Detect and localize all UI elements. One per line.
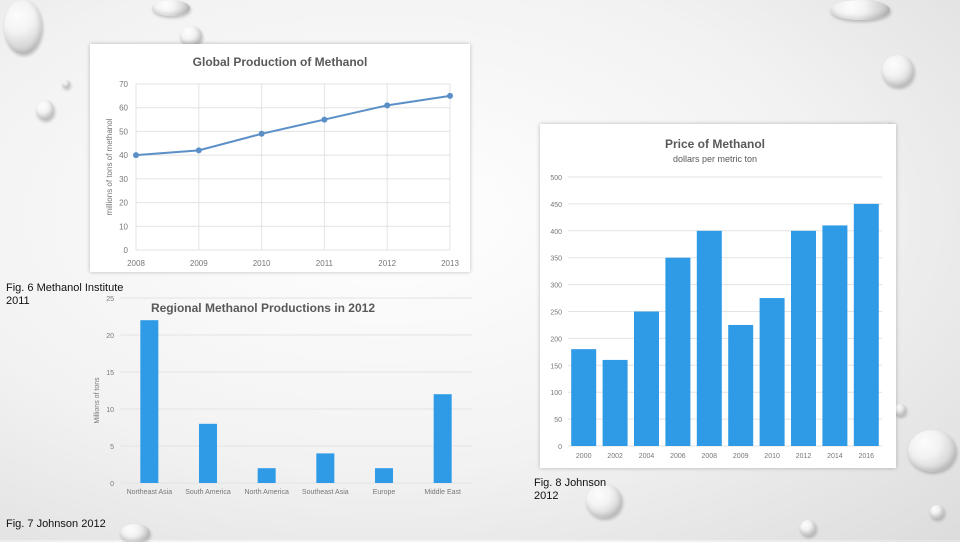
x-tick-label: 2012 (378, 259, 396, 268)
water-droplet (894, 404, 906, 416)
bar (728, 324, 754, 446)
x-tick-label: 2008 (127, 259, 145, 268)
bar (316, 453, 335, 483)
y-tick-label: 5 (110, 444, 114, 451)
y-tick-label: 30 (119, 175, 128, 184)
water-droplet (882, 55, 914, 87)
water-droplet (800, 520, 816, 536)
regional-production-chart-panel: 0 5 10 15 20 25 Regional Methanol Productions … (88, 288, 478, 500)
chart-title: Price of Methanol (665, 137, 765, 151)
data-point (384, 102, 391, 109)
x-tick-label: 2014 (827, 453, 843, 460)
price-bar-chart: 0 50 100 150 200 250 300 350 400 450 500 Price of M… (550, 137, 882, 460)
y-axis-label: millions of tons of methanol (105, 118, 114, 215)
y-tick-label: 400 (550, 229, 562, 236)
bar (257, 468, 276, 483)
data-point (321, 116, 328, 123)
x-tick-label: 2002 (607, 453, 623, 460)
y-tick-label: 200 (550, 336, 562, 343)
bar (791, 230, 816, 446)
y-tick-label: 70 (119, 80, 128, 89)
bar (140, 320, 159, 483)
y-tick-label: 20 (119, 199, 128, 208)
bar (602, 359, 628, 446)
y-tick-label: 450 (550, 202, 562, 209)
bar (199, 423, 217, 483)
bar (853, 203, 879, 446)
global-production-chart-panel: 0 10 20 30 40 50 60 70 2008 2009 2010 2011 2012 2013 G… (90, 44, 470, 272)
x-tick-label: 2008 (702, 453, 718, 460)
y-tick-label: 40 (119, 151, 128, 160)
x-tick-label: 2016 (859, 453, 875, 460)
bar (433, 394, 452, 483)
x-tick-label: 2013 (441, 259, 459, 268)
x-tick-label: 2000 (576, 453, 592, 460)
bar (759, 298, 785, 446)
water-droplet (120, 524, 150, 542)
y-tick-label: 50 (119, 127, 128, 136)
x-tick-label: 2011 (316, 259, 334, 268)
y-tick-label: 0 (124, 246, 129, 255)
y-tick-label: 100 (550, 390, 562, 397)
caption-fig6: Fig. 6 Methanol Institute 2011 (6, 282, 124, 307)
y-tick-label: 300 (550, 283, 562, 290)
water-droplet (4, 0, 42, 54)
chart-title: Global Production of Methanol (193, 55, 368, 69)
water-droplet (830, 0, 890, 20)
x-tick-label: 2010 (253, 259, 271, 268)
chart-subtitle: dollars per metric ton (673, 154, 757, 164)
x-tick-label: 2010 (764, 453, 780, 460)
water-droplet (36, 100, 54, 120)
y-tick-label: 350 (550, 256, 562, 263)
x-tick-label: 2012 (796, 453, 812, 460)
bar (696, 230, 722, 446)
x-tick-label: 2009 (190, 259, 208, 268)
regional-production-bar-chart: 0 5 10 15 20 25 Regional Methanol Productions … (94, 296, 472, 496)
bar (571, 349, 597, 446)
water-droplet (586, 484, 622, 518)
x-tick-label: Europe (373, 489, 396, 496)
bar (822, 225, 848, 446)
price-chart-panel: 0 50 100 150 200 250 300 350 400 450 500 Price of M… (540, 124, 896, 468)
y-tick-label: 60 (119, 104, 128, 113)
bar (634, 311, 659, 446)
y-tick-label: 500 (550, 175, 562, 182)
water-droplet (908, 430, 956, 472)
y-tick-label: 150 (550, 363, 562, 370)
x-tick-label: North America (244, 489, 288, 496)
chart-title: Regional Methanol Productions in 2012 (151, 301, 375, 315)
y-tick-label: 250 (550, 310, 562, 317)
y-tick-label: 0 (558, 444, 562, 451)
y-axis-label: Millions of tons (94, 377, 101, 424)
y-tick-label: 20 (106, 333, 114, 340)
water-droplet (930, 505, 944, 519)
y-tick-label: 0 (110, 481, 114, 488)
bar (375, 468, 393, 483)
data-point (258, 130, 265, 137)
water-droplet (62, 80, 70, 88)
x-tick-label: 2009 (733, 453, 749, 460)
series-line (135, 94, 451, 157)
x-tick-label: Northeast Asia (127, 489, 173, 496)
water-droplet (152, 0, 190, 16)
global-production-line-chart: 0 10 20 30 40 50 60 70 2008 2009 2010 2011 2012 2013 G… (105, 55, 459, 268)
x-tick-label: 2004 (639, 453, 655, 460)
data-point (133, 152, 139, 159)
y-tick-label: 25 (106, 296, 114, 303)
x-tick-label: 2006 (670, 453, 686, 460)
x-tick-label: Middle East (424, 489, 461, 496)
x-tick-label: Southeast Asia (302, 489, 349, 496)
y-tick-label: 10 (106, 407, 114, 414)
x-tick-label: South America (185, 489, 231, 496)
water-droplet (180, 26, 202, 46)
caption-fig8: Fig. 8 Johnson 2012 (534, 477, 607, 502)
data-point (195, 147, 202, 154)
data-point (447, 92, 453, 99)
y-tick-label: 15 (106, 370, 114, 377)
bar (665, 257, 691, 446)
y-tick-label: 50 (554, 417, 562, 424)
caption-fig7: Fig. 7 Johnson 2012 (6, 518, 106, 530)
y-tick-label: 10 (119, 222, 128, 231)
